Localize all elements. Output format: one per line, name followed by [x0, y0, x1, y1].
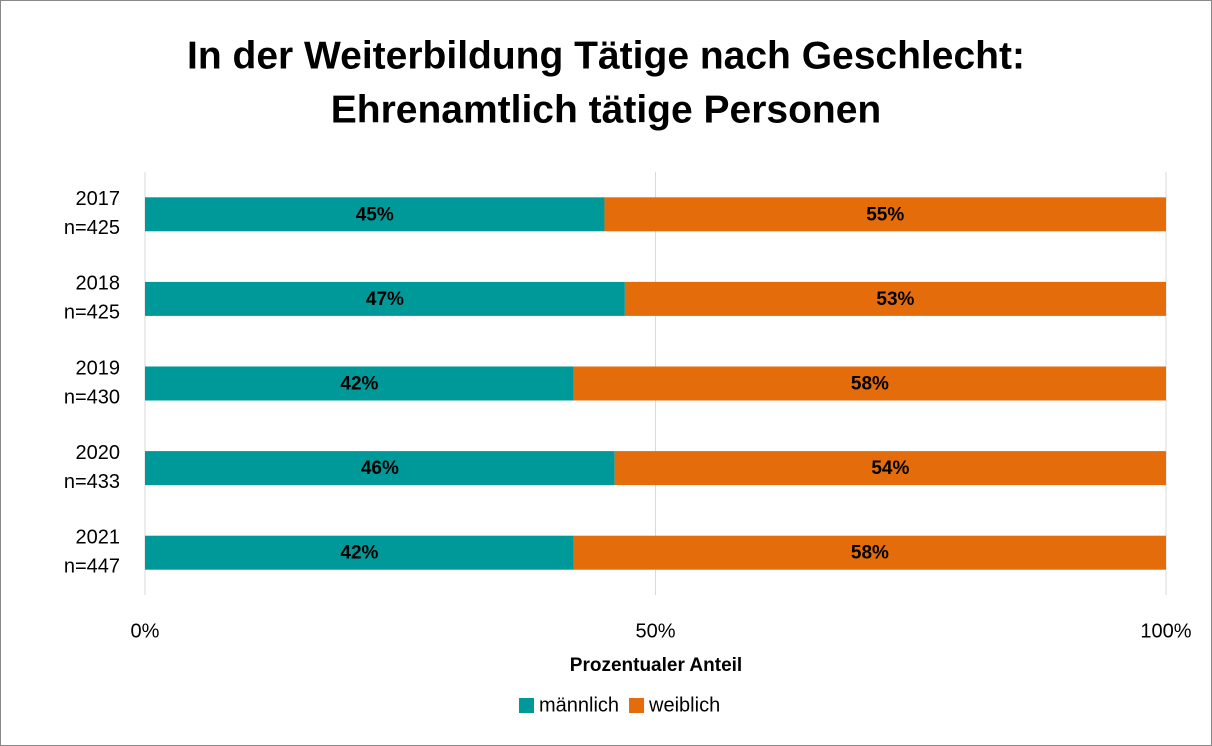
data-label: 54%: [871, 458, 909, 479]
x-tick-label: 0%: [131, 620, 160, 642]
x-tick-label: 50%: [635, 620, 675, 642]
y-tick-label: n=430: [64, 386, 120, 408]
bar-segment: [573, 535, 1166, 570]
y-tick-label: 2021: [76, 526, 121, 548]
bar-segment: [145, 197, 605, 232]
data-label: 58%: [851, 543, 889, 564]
y-tick-label: 2019: [76, 357, 121, 379]
bar-segment: [624, 281, 1166, 316]
data-label: 42%: [340, 374, 378, 395]
bar-segment: [145, 281, 625, 316]
y-tick-label: n=433: [64, 471, 120, 493]
y-tick-label: n=425: [64, 217, 120, 239]
y-tick-label: 2018: [76, 273, 121, 295]
y-tick-label: n=447: [64, 555, 120, 577]
data-label: 45%: [356, 204, 394, 225]
legend-swatch: [519, 698, 534, 713]
x-axis-title: Prozentualer Anteil: [570, 655, 742, 676]
x-tick-label: 100%: [1140, 620, 1191, 642]
bar-segment: [145, 451, 615, 486]
legend-swatch: [629, 698, 645, 713]
y-tick-label: n=425: [64, 302, 120, 324]
data-label: 46%: [361, 458, 399, 479]
y-tick-label: 2020: [76, 442, 121, 464]
data-label: 55%: [866, 204, 904, 225]
legend-label: weiblich: [648, 694, 720, 716]
data-label: 53%: [876, 289, 914, 310]
data-label: 58%: [851, 374, 889, 395]
bar-segment: [145, 535, 574, 570]
data-label: 47%: [366, 289, 404, 310]
bar-segment: [573, 366, 1166, 401]
chart-title: Ehrenamtlich tätige Personen: [331, 88, 881, 131]
chart-title: In der Weiterbildung Tätige nach Geschle…: [187, 34, 1025, 77]
bar-segment: [604, 197, 1166, 232]
legend-label: männlich: [539, 694, 619, 716]
y-tick-label: 2017: [76, 188, 121, 210]
bar-segment: [145, 366, 574, 401]
data-label: 42%: [340, 543, 378, 564]
bar-segment: [614, 451, 1166, 486]
